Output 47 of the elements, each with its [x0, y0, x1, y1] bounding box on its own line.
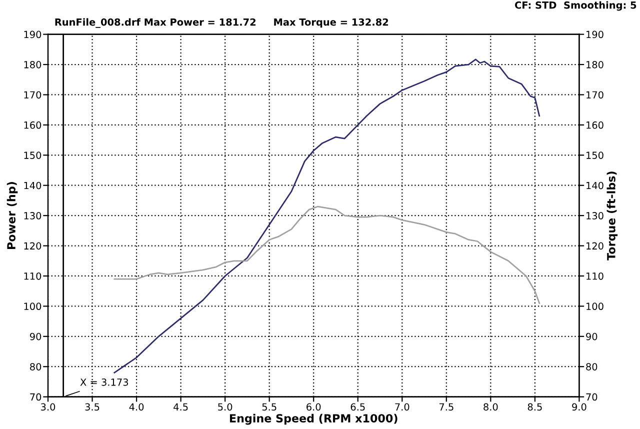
- y-tick-label: 80: [30, 363, 42, 370]
- x-tick-label: 7.0: [395, 403, 410, 411]
- y2-tick-label: 120: [586, 242, 604, 250]
- y2-tick-label: 170: [586, 91, 604, 99]
- y-tick-label: 140: [24, 182, 42, 190]
- line-series: [114, 58, 540, 374]
- y-tick-label: 110: [24, 272, 42, 280]
- y-axis-title: Power (hp): [6, 182, 18, 250]
- x-tick-label: 4.0: [129, 403, 144, 411]
- ref-line-label: X = 3.173: [80, 378, 128, 386]
- y2-tick-label: 190: [586, 30, 604, 38]
- y2-tick-label: 110: [586, 272, 604, 280]
- text: RunFile_008.drf Max Power = 181.72 Max Torque = 132.82: [55, 18, 388, 28]
- x-tick-label: 6.0: [306, 403, 321, 411]
- x-tick-label: 6.5: [350, 403, 365, 411]
- y-tick-label: 160: [24, 121, 42, 129]
- y2-axis-title: Torque (ft-lbs): [606, 172, 618, 260]
- y-tick-label: 180: [24, 61, 42, 68]
- x-tick-label: 3.5: [85, 403, 100, 411]
- line-series: [114, 206, 540, 304]
- x-tick-label: 9.0: [572, 403, 586, 411]
- y2-tick-label: 90: [586, 332, 598, 340]
- y-tick-label: 130: [24, 212, 42, 220]
- y-tick-label: 70: [30, 393, 42, 401]
- y2-tick-label: 180: [586, 61, 604, 68]
- x-tick-label: 7.5: [439, 403, 454, 411]
- y2-tick-label: 70: [586, 393, 598, 401]
- y-tick-label: 170: [24, 91, 42, 99]
- x-tick-label: 3.0: [41, 403, 56, 411]
- y-tick-label: 190: [24, 30, 42, 38]
- y-tick-label: 90: [30, 332, 42, 340]
- y2-tick-label: 80: [586, 363, 598, 370]
- y-tick-label: 120: [24, 242, 42, 250]
- y2-tick-label: 100: [586, 302, 604, 310]
- x-tick-label: 4.5: [174, 403, 188, 411]
- x-tick-label: 8.5: [528, 403, 542, 411]
- text: CF: STD Smoothing: 5: [514, 1, 636, 11]
- y2-tick-label: 150: [586, 152, 604, 159]
- y2-tick-label: 140: [586, 182, 604, 190]
- y2-tick-label: 160: [586, 121, 604, 129]
- y2-tick-label: 130: [586, 212, 604, 220]
- x-tick-label: 5.5: [262, 403, 276, 411]
- y-tick-label: 150: [24, 152, 42, 159]
- y-tick-label: 100: [24, 302, 42, 310]
- x-tick-label: 8.0: [484, 403, 498, 411]
- x-axis-title: Engine Speed (RPM x1000): [230, 414, 398, 425]
- x-tick-label: 5.0: [218, 403, 232, 411]
